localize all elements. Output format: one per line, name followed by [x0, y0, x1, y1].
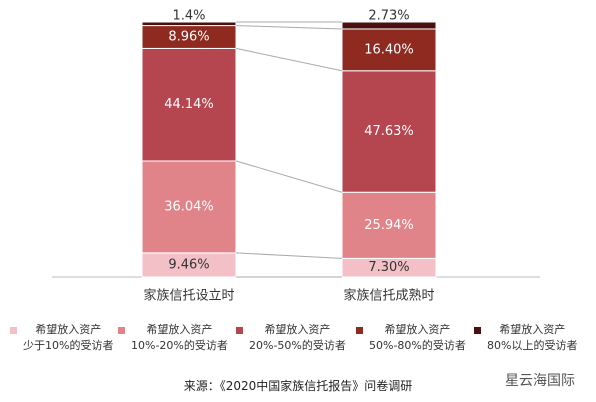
connector [235, 47, 343, 72]
x-tick-label: 家族信托成熟时 [343, 288, 434, 304]
bar-segment [141, 160, 237, 254]
data-label: 9.46% [168, 257, 209, 272]
bar-segment [141, 21, 237, 27]
legend-label: 希望放入资产 少于10%的受访者 [23, 323, 114, 352]
chart: 9.46% 36.04% 44.14% 8.96% 1.4% 家族信托设立时 7.30% 25… [52, 9, 540, 304]
connector [235, 160, 343, 193]
legend-label: 希望放入资产 80%以上的受访者 [487, 323, 578, 352]
legend-item: 希望放入资产 10%-20%的受访者 [118, 322, 228, 354]
legend-swatch [118, 327, 125, 334]
watermark: 星云海国际 [505, 373, 575, 389]
bar-segment [341, 70, 437, 193]
data-label: 16.40% [364, 42, 414, 57]
connector [235, 25, 343, 30]
legend-swatch [236, 327, 243, 334]
data-label: 2.73% [368, 9, 409, 24]
bar-segment [341, 191, 437, 259]
data-label: 8.96% [168, 29, 209, 44]
data-label: 1.4% [172, 9, 205, 24]
legend-item: 希望放入资产 80%以上的受访者 [474, 322, 577, 354]
data-label: 44.14% [164, 97, 214, 112]
legend-label: 希望放入资产 50%-80%的受访者 [369, 323, 466, 352]
data-label: 25.94% [364, 218, 414, 233]
bar-segment [341, 21, 437, 30]
legend-swatch [10, 327, 17, 334]
connector [235, 252, 343, 259]
data-label: 7.30% [368, 260, 409, 275]
legend-swatch [474, 327, 481, 334]
legend-item: 希望放入资产 少于10%的受访者 [10, 322, 113, 354]
bar-segment [141, 252, 237, 278]
legend-item: 希望放入资产 50%-80%的受访者 [356, 322, 466, 354]
legend-item: 希望放入资产 20%-50%的受访者 [236, 322, 346, 354]
data-label: 47.63% [364, 124, 414, 139]
bar-segment [341, 28, 437, 72]
x-tick-label: 家族信托设立时 [143, 288, 234, 304]
legend-swatch [356, 327, 363, 334]
data-label: 36.04% [164, 199, 214, 214]
legend-label: 希望放入资产 20%-50%的受访者 [249, 323, 346, 352]
legend-label: 希望放入资产 10%-20%的受访者 [131, 323, 228, 352]
source-note: 来源：《2020中国家族信托报告》问卷调研 [183, 379, 413, 393]
